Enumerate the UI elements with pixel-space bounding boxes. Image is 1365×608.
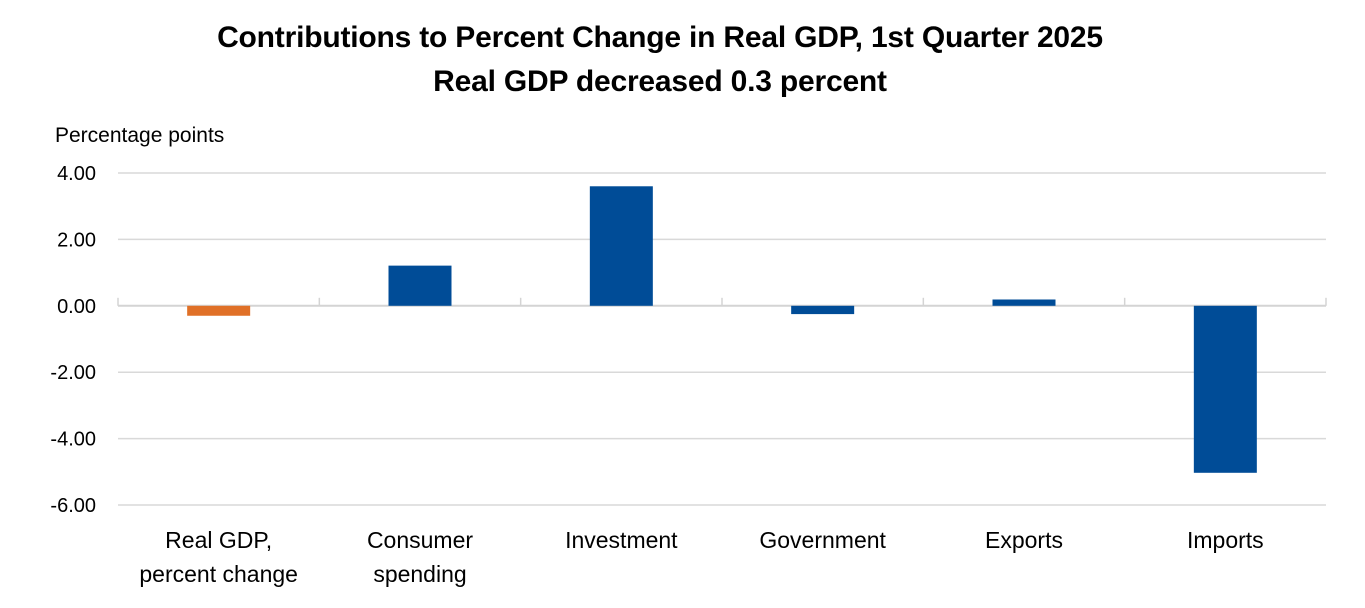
bar bbox=[589, 186, 653, 306]
y-tick-label: -6.00 bbox=[50, 495, 96, 517]
x-category-labels: Real GDP, percent change Consumer spending I… bbox=[139, 527, 1263, 587]
chart-subtitle: Real GDP decreased 0.3 percent bbox=[433, 65, 887, 98]
x-category-label-line: Investment bbox=[565, 527, 678, 553]
chart-title-block: Contributions to Percent Change in Real … bbox=[0, 16, 1320, 104]
bar bbox=[791, 305, 855, 315]
chart-title: Contributions to Percent Change in Real … bbox=[217, 21, 1103, 54]
x-category-label: Exports bbox=[985, 527, 1063, 553]
x-category-label-line: Exports bbox=[985, 527, 1063, 553]
x-category-label: Government bbox=[759, 527, 886, 553]
grid-lines bbox=[118, 172, 1326, 506]
x-category-label-line: Consumer bbox=[367, 527, 473, 553]
y-tick-label: 2.00 bbox=[57, 229, 96, 251]
y-tick-label: -2.00 bbox=[50, 362, 96, 384]
x-category-label: Consumer spending bbox=[367, 527, 473, 587]
x-category-label-line: percent change bbox=[139, 561, 298, 587]
x-category-label-line: spending bbox=[373, 561, 466, 587]
x-category-label-line: Imports bbox=[1187, 527, 1264, 553]
y-tick-label: 4.00 bbox=[57, 163, 96, 185]
bar bbox=[992, 299, 1056, 306]
bar bbox=[1193, 305, 1257, 473]
x-category-label: Investment bbox=[565, 527, 678, 553]
y-tick-label: 0.00 bbox=[57, 296, 96, 318]
bar bbox=[388, 265, 452, 306]
y-axis-label: Percentage points bbox=[55, 124, 224, 147]
x-tick-marks bbox=[117, 297, 1327, 306]
x-category-label-line: Real GDP, bbox=[165, 527, 272, 553]
bars bbox=[187, 186, 1257, 473]
x-category-label: Imports bbox=[1187, 527, 1264, 553]
bar bbox=[187, 305, 251, 316]
y-tick-labels: 4.00 2.00 0.00 -2.00 -4.00 -6.00 bbox=[50, 163, 96, 517]
y-tick-label: -4.00 bbox=[50, 429, 96, 451]
x-category-label: Real GDP, percent change bbox=[139, 527, 298, 587]
x-category-label-line: Government bbox=[759, 527, 886, 553]
